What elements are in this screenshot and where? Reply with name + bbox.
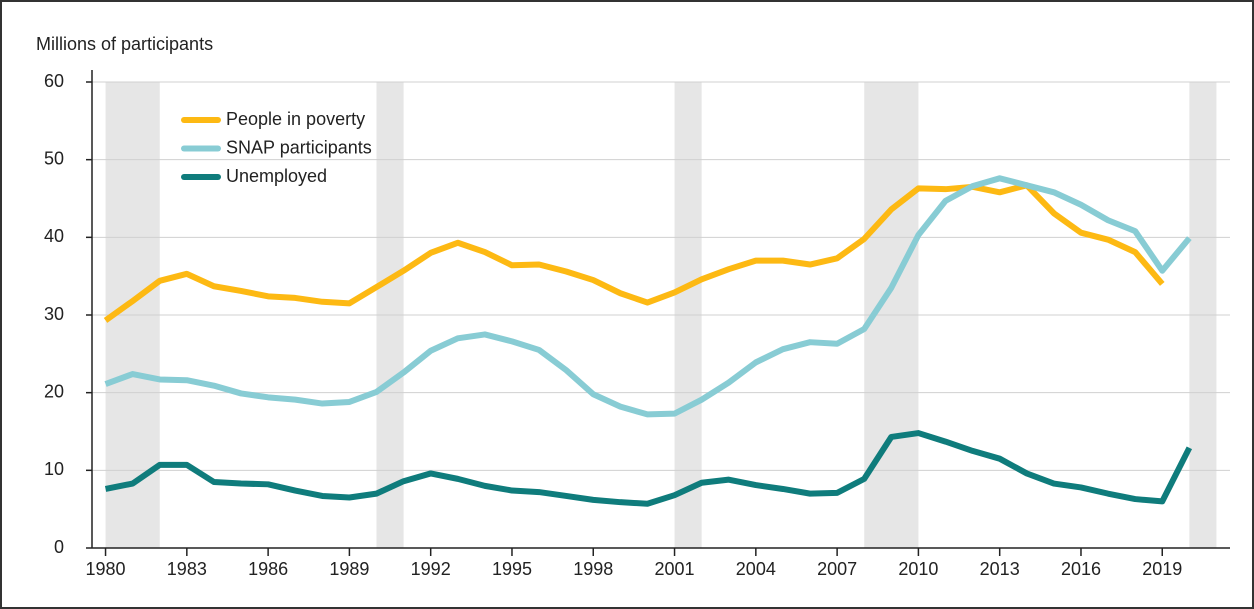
y-tick-label: 30 [44, 304, 64, 324]
x-tick-label: 1998 [573, 559, 613, 579]
x-tick-label: 2010 [898, 559, 938, 579]
x-tick-label: 1983 [167, 559, 207, 579]
x-tick-label: 2016 [1061, 559, 1101, 579]
x-tick-label: 2019 [1142, 559, 1182, 579]
legend-label: SNAP participants [226, 137, 372, 157]
legend-label: People in poverty [226, 109, 365, 129]
x-tick-label: 1995 [492, 559, 532, 579]
series-line [103, 182, 1165, 323]
x-tick-label: 2013 [980, 559, 1020, 579]
legend-label: Unemployed [226, 166, 327, 186]
series-line [104, 430, 1193, 507]
y-tick-label: 50 [44, 148, 64, 168]
y-tick-label: 0 [54, 537, 64, 557]
x-tick-label: 1980 [86, 559, 126, 579]
y-tick-label: 10 [44, 459, 64, 479]
y-tick-label: 40 [44, 226, 64, 246]
y-axis-label: Millions of participants [36, 34, 213, 54]
series-line [104, 175, 1192, 418]
x-tick-label: 1989 [329, 559, 369, 579]
y-tick-label: 20 [44, 381, 64, 401]
x-tick-label: 2007 [817, 559, 857, 579]
x-tick-label: 1986 [248, 559, 288, 579]
x-tick-label: 2001 [655, 559, 695, 579]
x-tick-label: 1992 [411, 559, 451, 579]
x-tick-label: 2004 [736, 559, 776, 579]
y-tick-label: 60 [44, 71, 64, 91]
